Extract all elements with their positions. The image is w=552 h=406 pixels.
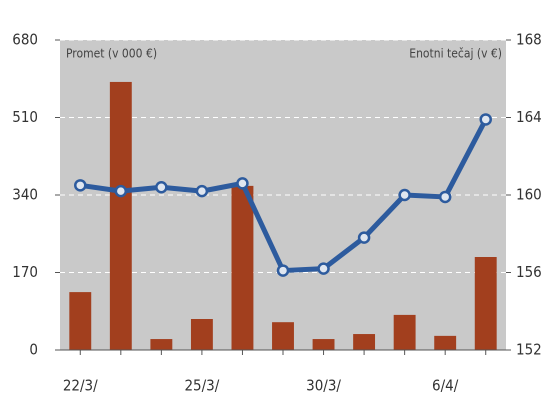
marker xyxy=(195,184,209,198)
marks xyxy=(69,81,497,351)
marker xyxy=(438,190,452,204)
y2-tick-label: 152 xyxy=(516,341,542,359)
x-tick-label: 25/3/ xyxy=(184,377,219,395)
bar xyxy=(150,339,173,350)
y2-tick-label: 164 xyxy=(516,108,542,126)
y-tick-label: 0 xyxy=(29,341,38,359)
y2-tick-label: 168 xyxy=(516,31,542,49)
x-tick-label: 6/4/ xyxy=(432,377,459,395)
marker xyxy=(357,231,371,244)
y-axis-title: Promet (v 000 €) xyxy=(66,47,157,61)
y2-tick-label: 160 xyxy=(516,186,542,204)
y-tick-label: 680 xyxy=(12,31,38,49)
y-tick-label: 170 xyxy=(12,263,38,281)
y2-tick-label: 156 xyxy=(516,263,542,281)
bar xyxy=(312,339,335,350)
bar xyxy=(393,314,416,350)
marker xyxy=(479,113,492,126)
bar xyxy=(109,81,132,351)
marker xyxy=(236,177,249,190)
y2-axis-title: Enotni tečaj (v €) xyxy=(409,47,502,61)
marker xyxy=(317,262,330,275)
y-tick-label: 510 xyxy=(12,108,38,126)
bar xyxy=(272,322,294,350)
bar xyxy=(474,257,497,350)
marker xyxy=(398,188,411,202)
bar xyxy=(353,334,376,350)
bar xyxy=(190,319,213,350)
y-tick-label: 340 xyxy=(12,186,38,204)
x-tick-label: 22/3/ xyxy=(63,377,98,395)
bar xyxy=(231,185,254,350)
marker xyxy=(276,264,290,277)
bar xyxy=(69,292,92,350)
x-tick-label: 30/3/ xyxy=(306,377,341,395)
bar xyxy=(434,335,457,350)
marker xyxy=(74,179,87,192)
marker xyxy=(155,181,168,194)
marker xyxy=(114,184,128,198)
